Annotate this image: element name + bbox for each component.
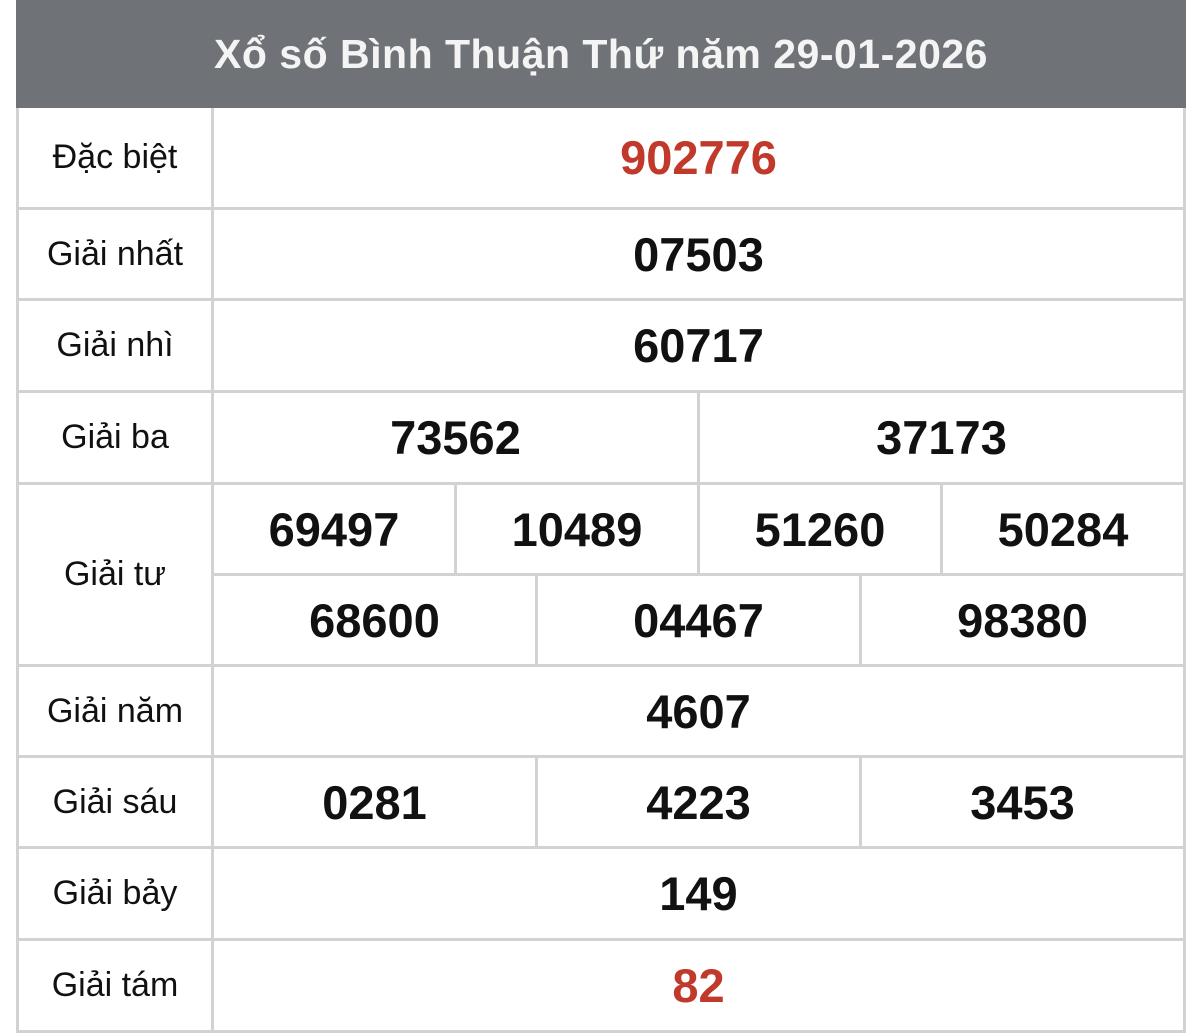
prize-number: 0281 [322, 775, 427, 829]
prize-number: 98380 [859, 576, 1183, 664]
prize-values: 902776 [214, 108, 1186, 207]
prize-label: Đặc biệt [19, 108, 214, 207]
prize-values: 149 [214, 849, 1186, 938]
prize-subrow: 07503 [214, 210, 1183, 298]
prize-label: Giải tư [19, 485, 214, 664]
prize-row: Giải bảy 149 [16, 849, 1186, 941]
prize-row: Giải nhất 07503 [16, 210, 1186, 301]
prize-number: 37173 [697, 393, 1183, 482]
lottery-results-table: Xổ số Bình Thuận Thứ năm 29-01-2026 Đặc … [16, 0, 1186, 1033]
prize-number: 69497 [268, 502, 400, 556]
prize-subrow: 902776 [214, 108, 1183, 207]
prize-row: Đặc biệt 902776 [16, 108, 1186, 210]
prize-number: 902776 [620, 131, 777, 184]
prize-label: Giải nhì [19, 301, 214, 390]
prize-number: 4607 [646, 684, 751, 738]
prize-label: Giải tám [19, 941, 214, 1030]
prize-values: 4607 [214, 667, 1186, 755]
prize-number: 51260 [697, 485, 940, 573]
prize-subrow: 60717 [214, 301, 1183, 390]
prize-label: Giải sáu [19, 758, 214, 846]
prize-number: 07503 [633, 227, 764, 281]
prize-subrow: 82 [214, 941, 1183, 1030]
prize-row: Giải nhì 60717 [16, 301, 1186, 393]
prize-values: 60717 [214, 301, 1186, 390]
prize-number: 10489 [454, 485, 697, 573]
prize-subrow: 73562 37173 [214, 393, 1183, 482]
prize-number: 149 [659, 867, 738, 920]
prize-number: 60717 [633, 319, 764, 372]
prize-label: Giải bảy [19, 849, 214, 938]
prize-row: Giải sáu 0281 4223 3453 [16, 758, 1186, 849]
page-title: Xổ số Bình Thuận Thứ năm 29-01-2026 [16, 0, 1186, 108]
prize-values: 07503 [214, 210, 1186, 298]
prize-number: 50284 [940, 485, 1183, 573]
prize-number: 4223 [535, 758, 859, 846]
prize-label: Giải nhất [19, 210, 214, 298]
prize-number: 68600 [309, 593, 440, 647]
prize-subrow: 68600 04467 98380 [214, 573, 1183, 664]
prize-row: Giải tám 82 [16, 941, 1186, 1033]
prize-number: 82 [672, 959, 725, 1012]
prize-row: Giải năm 4607 [16, 667, 1186, 758]
prize-subrow: 149 [214, 849, 1183, 938]
prize-subrow: 0281 4223 3453 [214, 758, 1183, 846]
prize-values: 73562 37173 [214, 393, 1186, 482]
prize-label: Giải ba [19, 393, 214, 482]
prize-subrow: 69497 10489 51260 50284 [214, 485, 1183, 573]
prize-number: 04467 [535, 576, 859, 664]
prize-subrow: 4607 [214, 667, 1183, 755]
prize-number: 3453 [859, 758, 1183, 846]
prize-values: 69497 10489 51260 50284 68600 04467 98380 [214, 485, 1186, 664]
prize-row: Giải ba 73562 37173 [16, 393, 1186, 485]
prize-values: 82 [214, 941, 1186, 1030]
prize-number: 73562 [390, 411, 521, 464]
prize-values: 0281 4223 3453 [214, 758, 1186, 846]
prize-label: Giải năm [19, 667, 214, 755]
prize-row: Giải tư 69497 10489 51260 50284 68600 04467 983… [16, 485, 1186, 667]
